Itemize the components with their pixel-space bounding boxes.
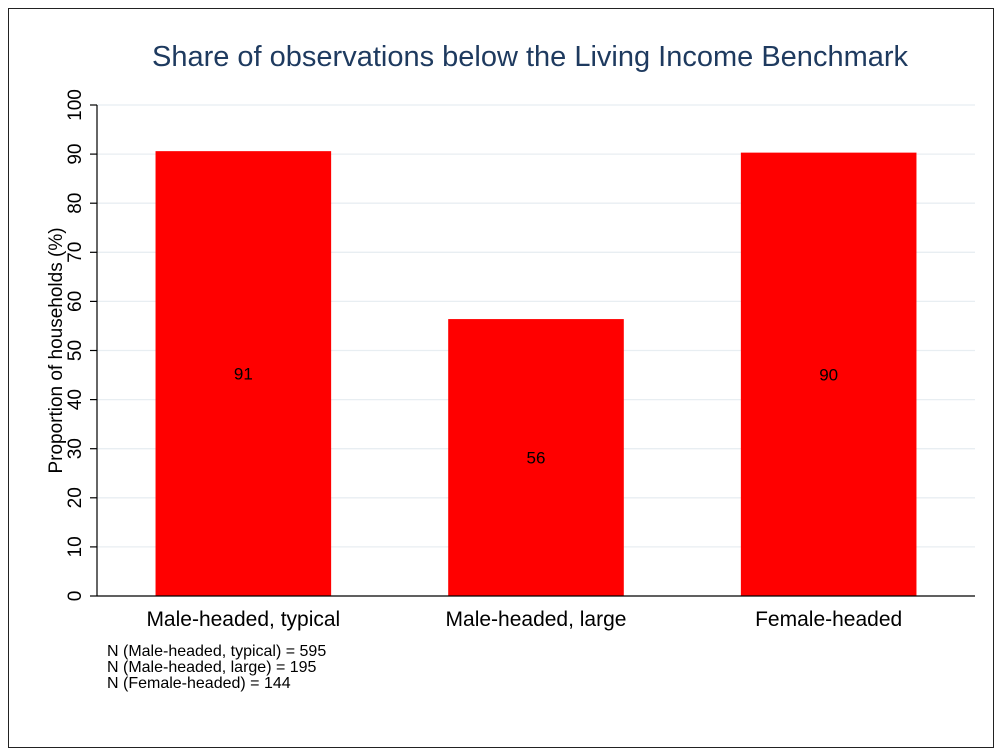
bar-value-label: 91 <box>234 365 253 384</box>
y-tick-label: 0 <box>65 591 86 602</box>
bar-value-label: 90 <box>819 365 838 384</box>
bars: 91 56 90 <box>155 151 917 597</box>
bar <box>740 152 917 596</box>
y-tick-label: 80 <box>65 193 86 214</box>
x-tick-label: Male-headed, large <box>446 608 627 631</box>
bar <box>155 151 332 597</box>
y-tick-label: 20 <box>65 487 86 508</box>
x-tick-label: Male-headed, typical <box>146 608 340 631</box>
x-tick-labels: Male-headed, typical Male-headed, large Fe… <box>146 608 902 631</box>
bar-value-label: 56 <box>527 449 546 468</box>
sample-size-note: N (Female-headed) = 144 <box>107 675 291 692</box>
y-tick-label: 100 <box>65 89 86 121</box>
y-tick-label: 70 <box>65 242 86 263</box>
bar-chart: Share of observations below the Living I… <box>46 41 975 692</box>
y-tick-label: 50 <box>65 340 86 361</box>
x-tick-label: Female-headed <box>755 608 902 631</box>
y-tick-label: 40 <box>65 389 86 410</box>
y-tick-label: 30 <box>65 438 86 459</box>
sample-size-note: N (Male-headed, typical) = 595 <box>107 643 326 660</box>
y-ticks: 0 10 20 30 40 50 60 70 80 90 100 <box>65 89 97 601</box>
bar <box>448 319 624 596</box>
y-tick-label: 90 <box>65 144 86 165</box>
chart-title: Share of observations below the Living I… <box>152 41 909 73</box>
y-tick-label: 60 <box>65 291 86 312</box>
sample-size-note: N (Male-headed, large) = 195 <box>107 659 317 676</box>
y-axis-title: Proportion of households (%) <box>46 227 67 473</box>
y-tick-label: 10 <box>65 536 86 557</box>
